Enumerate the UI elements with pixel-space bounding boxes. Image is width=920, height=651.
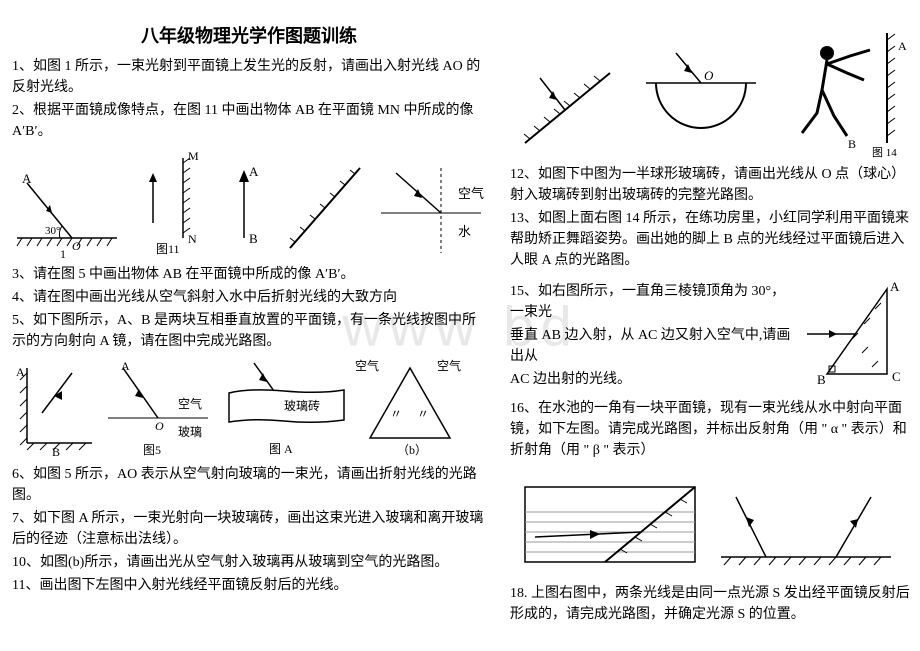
figure-pool xyxy=(510,467,710,577)
figure-perp-mirrors: A B xyxy=(12,358,97,458)
brick-label: 玻璃砖 xyxy=(284,398,320,413)
figure-row-r1: O A B 图 14 xyxy=(510,28,912,158)
fig11-n: N xyxy=(188,232,197,246)
tri-mark2: 〃 xyxy=(417,407,429,421)
dance-cap: 图 14 xyxy=(872,146,897,158)
fig1-label-o: O xyxy=(72,239,81,253)
figaw-air: 空气 xyxy=(458,186,484,201)
fig1-label-a: A xyxy=(22,171,32,186)
question-13: 13、如图上面右图 14 所示，在练功房里，小红同学利用平面镜来帮助矫正舞蹈姿势… xyxy=(510,208,912,271)
fig1-angle: 30° xyxy=(45,225,60,237)
tri-mark1: 〃 xyxy=(390,407,402,421)
question-7: 7、如下图 A 所示，一束光射向一块玻璃砖，画出这束光进入玻璃和离开玻璃后的径迹… xyxy=(12,508,486,550)
question-3: 3、请在图 5 中画出物体 AB 在平面镜中所成的像 A′B′。 xyxy=(12,264,486,285)
figab-b: B xyxy=(249,231,258,246)
page: 八年级物理光学作图题训练 1、如图 1 所示，一束光射到平面镜上发生光的反射，请… xyxy=(0,0,920,651)
page-title: 八年级物理光学作图题训练 xyxy=(12,22,486,48)
fig5-air: 空气 xyxy=(178,396,202,411)
figure-brick: 玻璃砖 图 A xyxy=(219,358,349,458)
q15-block: 15、如右图所示，一直角三棱镜顶角为 30°，一束光 垂直 AB 边入射，从 A… xyxy=(510,279,912,392)
prism-a: A xyxy=(890,279,900,294)
question-15a: 15、如右图所示，一直角三棱镜顶角为 30°，一束光 xyxy=(510,281,794,323)
figure-prism: A B C xyxy=(802,279,912,389)
question-4: 4、请在图中画出光线从空气斜射入水中后折射光线的大致方向 xyxy=(12,287,486,308)
figure-two-rays xyxy=(716,477,896,577)
prism-c: C xyxy=(892,369,901,384)
figure-b-triangle: 〃 〃 空气 空气 （b） xyxy=(355,358,465,458)
figaw-water: 水 xyxy=(458,224,471,239)
figure-dancer: A B 图 14 xyxy=(772,28,912,158)
tri-top: 空气 xyxy=(355,358,379,373)
figure-1: A 30° O 1 xyxy=(12,168,122,258)
dance-a: A xyxy=(898,39,907,53)
fig11-caption: 图11 xyxy=(156,242,180,256)
question-11: 11、画出图下左图中入射光线经平面镜反射后的光线。 xyxy=(12,575,486,596)
question-15b: 垂直 AB 边入射，从 AC 边又射入空气中,请画出从 xyxy=(510,325,794,367)
fig5-caption: 图5 xyxy=(143,443,161,457)
question-6: 6、如图 5 所示，AO 表示从空气射向玻璃的一束光，请画出折射光线的光路图。 xyxy=(12,464,486,506)
perp-a: A xyxy=(16,365,25,379)
figure-5: A O 空气 玻璃 图5 xyxy=(103,358,213,458)
question-12: 12、如图下中图为一半球形玻璃砖，请画出光线从 O 点（球心）射入玻璃砖到射出玻… xyxy=(510,164,912,206)
question-1: 1、如图 1 所示，一束光射到平面镜上发生光的反射，请画出入射光线 AO 的反射… xyxy=(12,56,486,98)
dance-b: B xyxy=(848,137,856,151)
hemi-o: O xyxy=(704,68,714,83)
question-2: 2、根据平面镜成像特点，在图 11 中画出物体 AB 在平面镜 MN 中所成的像… xyxy=(12,100,486,142)
perp-b: B xyxy=(52,445,60,458)
figure-row-1: A 30° O 1 M N 图11 xyxy=(12,148,486,258)
question-5: 5、如下图所示，A、B 是两块互相垂直放置的平面镜，有一条光线按图中所示的方向射… xyxy=(12,310,486,352)
figab-a: A xyxy=(249,164,259,179)
brick-caption: 图 A xyxy=(269,442,293,456)
figure-row-2: A B A O 空气 玻璃 图5 玻璃砖 图 A xyxy=(12,358,486,458)
figure-diag-mirror xyxy=(280,158,370,258)
figure-hemisphere: O xyxy=(636,48,766,158)
prism-b: B xyxy=(817,372,826,387)
question-15c: AC 边出射的光线。 xyxy=(510,369,794,390)
fig1-caption: 1 xyxy=(60,247,66,258)
fig5-glass: 玻璃 xyxy=(178,425,202,439)
question-10: 10、如图(b)所示，请画出光从空气射入玻璃再从玻璃到空气的光路图。 xyxy=(12,552,486,573)
figure-ab: A B xyxy=(214,158,274,258)
left-column: 八年级物理光学作图题训练 1、如图 1 所示，一束光射到平面镜上发生光的反射，请… xyxy=(0,0,498,651)
tri-caption: （b） xyxy=(397,443,427,457)
right-column: O A B 图 14 12、如图下中图为一半球形玻璃砖，请画出光线从 O 点（球… xyxy=(498,0,920,651)
question-16: 16、在水池的一角有一块平面镜，现有一束光线从水中射向平面镜，如下左图。请完成光… xyxy=(510,398,912,461)
tri-right: 空气 xyxy=(437,358,461,373)
question-18: 18. 上图右图中，两条光线是由同一点光源 S 发出经平面镜反射后形成的，请完成… xyxy=(510,583,912,625)
figure-row-r2 xyxy=(510,467,912,577)
figure-mirror-ray xyxy=(510,58,630,158)
fig5-o: O xyxy=(155,419,164,433)
figure-11: M N 图11 xyxy=(128,148,208,258)
figure-air-water: 空气 水 xyxy=(376,158,486,258)
fig5-a: A xyxy=(121,359,130,373)
fig11-m: M xyxy=(188,149,199,163)
